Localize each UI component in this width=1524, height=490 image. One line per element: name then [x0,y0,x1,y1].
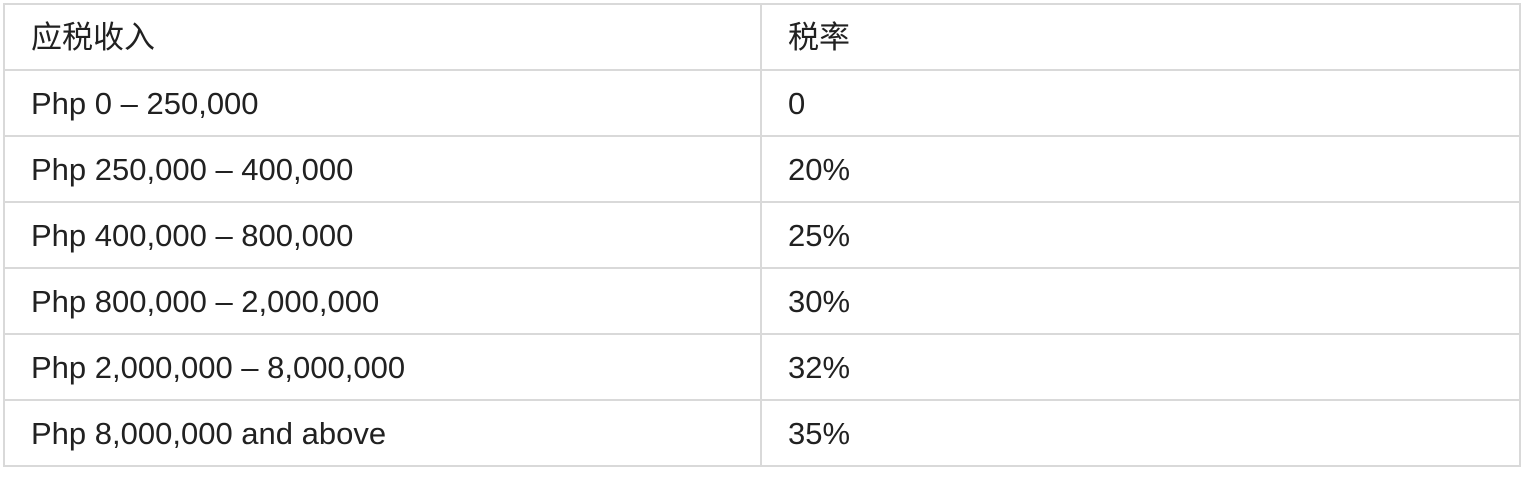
table-row: Php 2,000,000 – 8,000,000 32% [3,333,1521,401]
rate-cell: 30% [760,267,1521,335]
income-cell: Php 250,000 – 400,000 [3,135,762,203]
income-cell: Php 800,000 – 2,000,000 [3,267,762,335]
table-row: Php 8,000,000 and above 35% [3,399,1521,467]
rate-column-header: 税率 [760,3,1521,71]
rate-cell: 35% [760,399,1521,467]
rate-cell: 20% [760,135,1521,203]
rate-cell: 25% [760,201,1521,269]
income-column-header: 应税收入 [3,3,762,71]
table-row: Php 400,000 – 800,000 25% [3,201,1521,269]
tax-rate-table: 应税收入 税率 Php 0 – 250,000 0 Php 250,000 – … [3,3,1521,467]
rate-cell: 0 [760,69,1521,137]
rate-cell: 32% [760,333,1521,401]
table-row: Php 0 – 250,000 0 [3,69,1521,137]
table-header-row: 应税收入 税率 [3,3,1521,71]
income-cell: Php 2,000,000 – 8,000,000 [3,333,762,401]
income-cell: Php 8,000,000 and above [3,399,762,467]
income-cell: Php 400,000 – 800,000 [3,201,762,269]
income-cell: Php 0 – 250,000 [3,69,762,137]
table-row: Php 800,000 – 2,000,000 30% [3,267,1521,335]
table-row: Php 250,000 – 400,000 20% [3,135,1521,203]
